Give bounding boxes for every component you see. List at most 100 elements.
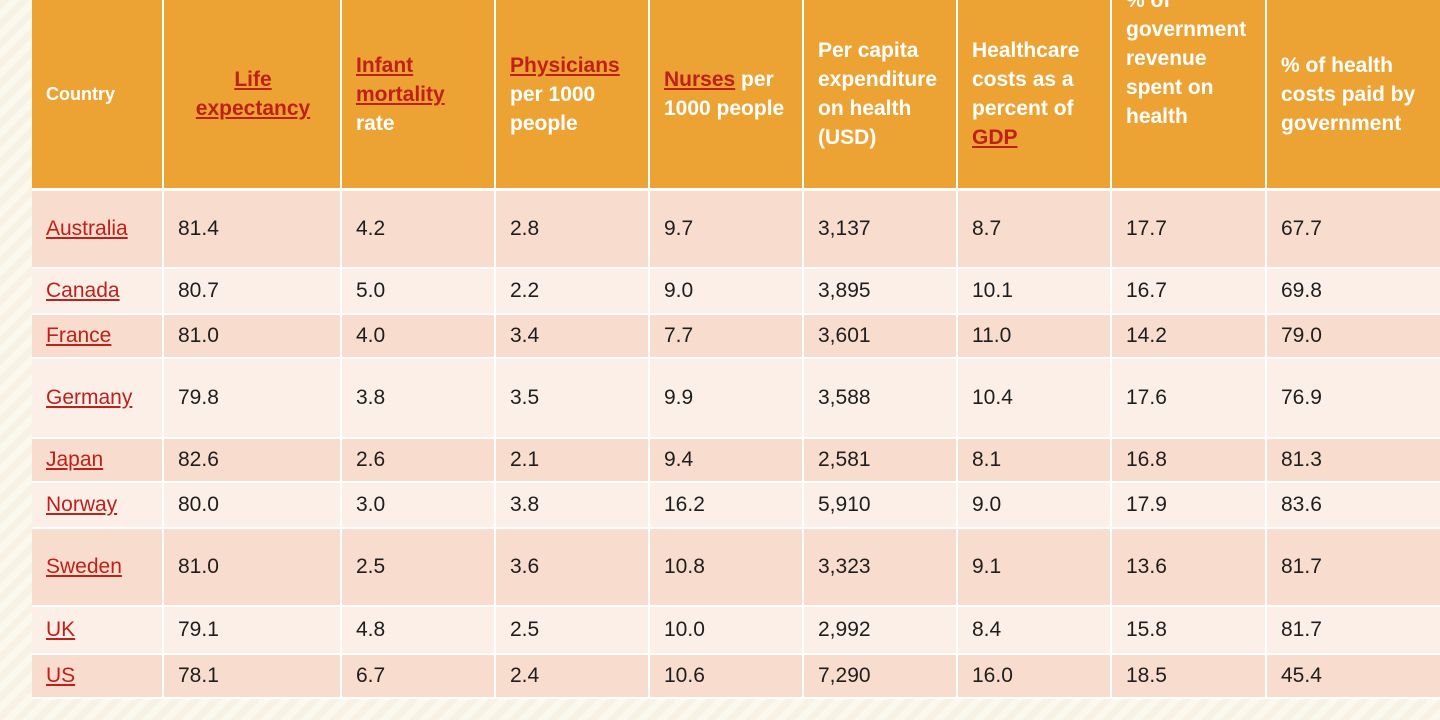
government-revenue-text: % of government revenue spent on health xyxy=(1126,0,1247,128)
value-cell: 18.5 xyxy=(1111,653,1267,699)
value-cell: 7.7 xyxy=(649,313,804,359)
value-cell: 15.8 xyxy=(1111,605,1267,655)
header-government-revenue: % of government revenue spent on health xyxy=(1111,0,1267,191)
value-cell: 78.1 xyxy=(163,653,342,699)
value-cell: 79.0 xyxy=(1266,313,1440,359)
value-cell: 2.1 xyxy=(495,437,650,483)
country-cell: Norway xyxy=(32,481,164,529)
value-cell: 8.7 xyxy=(957,189,1112,269)
value-cell: 17.6 xyxy=(1111,357,1267,439)
table-row: France 81.0 4.0 3.4 7.7 3,601 11.0 14.2 79.0 xyxy=(32,313,1440,359)
country-link[interactable]: Australia xyxy=(46,216,128,240)
value-cell: 2,992 xyxy=(803,605,958,655)
country-link[interactable]: Sweden xyxy=(46,554,122,578)
value-cell: 80.0 xyxy=(163,481,342,529)
table-row: UK 79.1 4.8 2.5 10.0 2,992 8.4 15.8 81.7 xyxy=(32,605,1440,655)
value-cell: 3.4 xyxy=(495,313,650,359)
value-cell: 67.7 xyxy=(1266,189,1440,269)
value-cell: 7,290 xyxy=(803,653,958,699)
value-cell: 82.6 xyxy=(163,437,342,483)
life-expectancy-link[interactable]: Life expectancy xyxy=(195,68,311,120)
value-cell: 8.4 xyxy=(957,605,1112,655)
value-cell: 16.0 xyxy=(957,653,1112,699)
value-cell: 79.8 xyxy=(163,357,342,439)
physicians-text: per 1000 people xyxy=(510,82,596,135)
country-cell: Australia xyxy=(32,189,164,269)
table-row: Australia 81.4 4.2 2.8 9.7 3,137 8.7 17.7 67.7 xyxy=(32,189,1440,269)
value-cell: 2.4 xyxy=(495,653,650,699)
country-cell: UK xyxy=(32,605,164,655)
value-cell: 16.2 xyxy=(649,481,804,529)
country-cell: Canada xyxy=(32,267,164,315)
value-cell: 10.0 xyxy=(649,605,804,655)
value-cell: 9.0 xyxy=(957,481,1112,529)
country-link[interactable]: UK xyxy=(46,617,76,641)
value-cell: 2,581 xyxy=(803,437,958,483)
value-cell: 5,910 xyxy=(803,481,958,529)
value-cell: 79.1 xyxy=(163,605,342,655)
country-link[interactable]: US xyxy=(46,663,76,687)
value-cell: 3.8 xyxy=(341,357,496,439)
value-cell: 9.0 xyxy=(649,267,804,315)
value-cell: 3.6 xyxy=(495,527,650,607)
value-cell: 83.6 xyxy=(1266,481,1440,529)
country-link[interactable]: Germany xyxy=(46,385,133,409)
value-cell: 9.4 xyxy=(649,437,804,483)
value-cell: 3.5 xyxy=(495,357,650,439)
value-cell: 2.6 xyxy=(341,437,496,483)
value-cell: 81.4 xyxy=(163,189,342,269)
table-row: Japan 82.6 2.6 2.1 9.4 2,581 8.1 16.8 81.3 xyxy=(32,437,1440,483)
value-cell: 13.6 xyxy=(1111,527,1267,607)
value-cell: 5.0 xyxy=(341,267,496,315)
country-link[interactable]: France xyxy=(46,323,112,347)
value-cell: 16.7 xyxy=(1111,267,1267,315)
health-comparison-table: Country Life expectancy Infant mortality… xyxy=(32,0,1440,699)
gdp-link[interactable]: GDP xyxy=(972,126,1018,149)
header-healthcare-costs: Healthcare costs as a percent of GDP xyxy=(957,0,1112,191)
header-infant-mortality: Infant mortality rate xyxy=(341,0,496,191)
value-cell: 4.0 xyxy=(341,313,496,359)
country-link[interactable]: Norway xyxy=(46,492,118,516)
country-link[interactable]: Japan xyxy=(46,447,104,471)
value-cell: 17.7 xyxy=(1111,189,1267,269)
value-cell: 17.9 xyxy=(1111,481,1267,529)
country-cell: Germany xyxy=(32,357,164,439)
value-cell: 81.0 xyxy=(163,313,342,359)
country-cell: Sweden xyxy=(32,527,164,607)
value-cell: 45.4 xyxy=(1266,653,1440,699)
value-cell: 2.2 xyxy=(495,267,650,315)
value-cell: 3,137 xyxy=(803,189,958,269)
value-cell: 10.6 xyxy=(649,653,804,699)
header-life-expectancy: Life expectancy xyxy=(163,0,342,191)
value-cell: 9.7 xyxy=(649,189,804,269)
country-link[interactable]: Canada xyxy=(46,278,120,302)
value-cell: 3,323 xyxy=(803,527,958,607)
value-cell: 8.1 xyxy=(957,437,1112,483)
infant-mortality-link[interactable]: Infant mortality xyxy=(356,53,445,106)
value-cell: 10.8 xyxy=(649,527,804,607)
value-cell: 3.8 xyxy=(495,481,650,529)
value-cell: 9.9 xyxy=(649,357,804,439)
nurses-link[interactable]: Nurses xyxy=(664,68,736,91)
value-cell: 69.8 xyxy=(1266,267,1440,315)
value-cell: 81.7 xyxy=(1266,527,1440,607)
value-cell: 6.7 xyxy=(341,653,496,699)
value-cell: 81.3 xyxy=(1266,437,1440,483)
table-row: Canada 80.7 5.0 2.2 9.0 3,895 10.1 16.7 69.8 xyxy=(32,267,1440,315)
value-cell: 11.0 xyxy=(957,313,1112,359)
value-cell: 10.4 xyxy=(957,357,1112,439)
value-cell: 3,601 xyxy=(803,313,958,359)
value-cell: 81.0 xyxy=(163,527,342,607)
country-cell: France xyxy=(32,313,164,359)
table-body: Australia 81.4 4.2 2.8 9.7 3,137 8.7 17.7 67.7 Ca… xyxy=(32,189,1440,699)
value-cell: 2.5 xyxy=(495,605,650,655)
header-country: Country xyxy=(32,0,164,191)
value-cell: 76.9 xyxy=(1266,357,1440,439)
value-cell: 4.2 xyxy=(341,189,496,269)
value-cell: 80.7 xyxy=(163,267,342,315)
header-per-capita-expenditure: Per capita expenditure on health (USD) xyxy=(803,0,958,191)
physicians-link[interactable]: Physicians xyxy=(510,53,620,77)
value-cell: 3,588 xyxy=(803,357,958,439)
table-row: Norway 80.0 3.0 3.8 16.2 5,910 9.0 17.9 83.6 xyxy=(32,481,1440,529)
value-cell: 9.1 xyxy=(957,527,1112,607)
